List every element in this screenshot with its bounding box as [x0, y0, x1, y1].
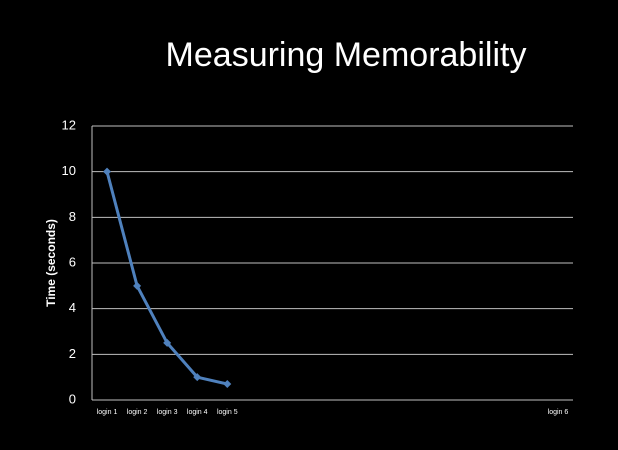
x-tick-label: login 1 — [97, 409, 118, 416]
y-tick-label: 8 — [69, 209, 76, 224]
data-line — [105, 171, 228, 386]
chart-title: Measuring Memorability — [166, 36, 527, 74]
x-tick-label: login 2 — [127, 409, 148, 416]
data-marker — [193, 373, 202, 382]
y-tick-label: 4 — [69, 300, 76, 315]
y-tick-label: 10 — [62, 163, 76, 178]
y-tick-label: 2 — [69, 346, 76, 361]
y-tick-label: 0 — [69, 391, 76, 406]
x-tick-label: login 6 — [548, 409, 569, 416]
x-tick-label: login 3 — [157, 409, 178, 416]
data-marker — [103, 167, 112, 176]
y-tick-label: 6 — [69, 254, 76, 269]
y-axis-label: Time (seconds) — [44, 219, 58, 307]
data-marker — [133, 281, 142, 290]
x-tick-label: login 5 — [217, 409, 238, 416]
x-tick-label: login 4 — [187, 409, 208, 416]
data-marker — [163, 338, 172, 347]
data-marker — [223, 380, 232, 389]
y-tick-label: 12 — [62, 117, 76, 132]
